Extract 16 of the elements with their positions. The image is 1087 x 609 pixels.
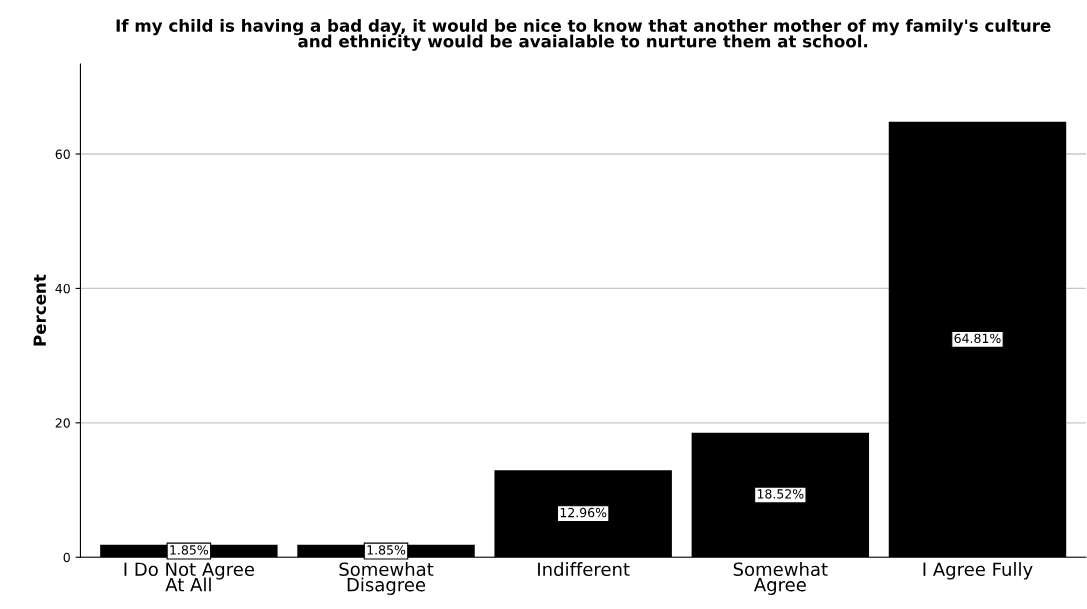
x-tick-label: Somewhat Disagree (339, 562, 434, 595)
y-axis-title: Percent (33, 274, 47, 346)
data-label: 1.85% (170, 545, 209, 555)
x-tick-label: I Do Not Agree At All (124, 562, 254, 592)
data-label: 1.85% (367, 545, 406, 555)
y-tick-label: 20 (55, 418, 70, 428)
chart-title: If my child is having a bad day, it would be nice to know that another mother of my family's culture and ethnicity would be avaialable to nurture them at school. (116, 18, 1051, 51)
y-tick-label: 40 (55, 283, 70, 294)
x-tick-label: Somewhat Agree (733, 562, 828, 595)
data-label: 18.52% (757, 489, 804, 499)
x-tick-label: I Agree Fully (923, 562, 1033, 580)
y-tick-label: 60 (55, 149, 70, 159)
x-tick-label: Indifferent (538, 562, 630, 577)
data-label: 12.96% (560, 507, 607, 518)
y-tick-label: 0 (63, 552, 70, 563)
data-label: 64.81% (954, 333, 1001, 344)
